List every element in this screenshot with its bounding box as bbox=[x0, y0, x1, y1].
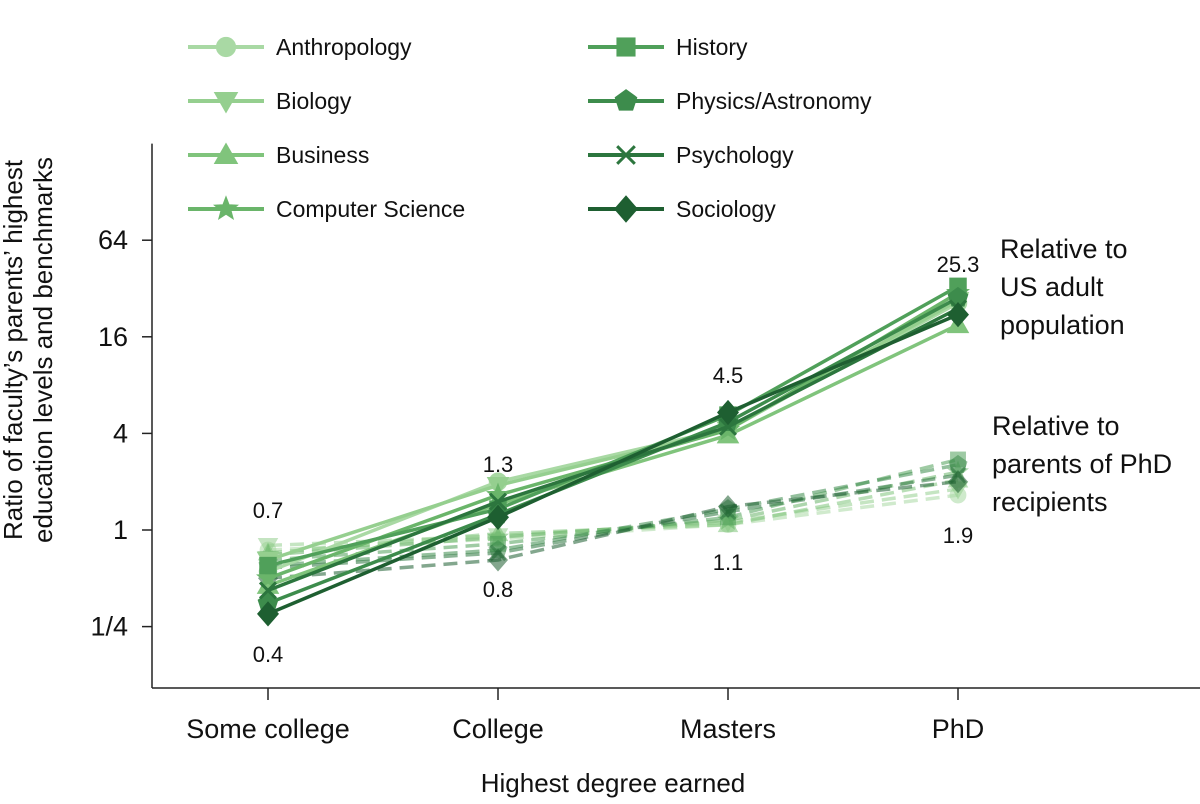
y-axis-title-line: Ratio of faculty’s parents’ highest bbox=[0, 159, 28, 540]
phd-parents-line-6 bbox=[267, 473, 959, 570]
legend-marker-2 bbox=[213, 142, 239, 164]
us-adult-point-6-2 bbox=[718, 417, 738, 436]
x-tick-label: Some college bbox=[186, 714, 350, 744]
legend-marker-7 bbox=[614, 195, 638, 223]
us-adult-point-3-1 bbox=[486, 482, 510, 506]
us-adult-point-3-0 bbox=[256, 565, 280, 589]
legend-label: Anthropology bbox=[276, 34, 412, 60]
phd-parents-point-7-3 bbox=[948, 470, 968, 494]
value-label: 0.4 bbox=[253, 642, 284, 667]
legend-marker-6 bbox=[616, 145, 636, 165]
legend-label: Sociology bbox=[676, 196, 776, 222]
value-label: 4.5 bbox=[713, 363, 744, 388]
legend-label: Biology bbox=[276, 88, 352, 114]
us-adult-point-7-1 bbox=[487, 504, 509, 530]
annotation-phd-parents: recipients bbox=[992, 487, 1108, 517]
legend-marker-4 bbox=[616, 37, 636, 57]
value-label: 1.1 bbox=[713, 550, 744, 575]
us-adult-line-3 bbox=[267, 291, 959, 580]
x-tick-label: Masters bbox=[680, 714, 776, 744]
group-annotations: Relative to US adult population Relative to… bbox=[992, 234, 1172, 517]
phd-parents-series-group bbox=[257, 451, 969, 590]
value-label: 0.8 bbox=[483, 577, 514, 602]
y-axis-title-line: education levels and benchmarks bbox=[28, 157, 58, 543]
y-tick-label: 1 bbox=[113, 515, 128, 545]
phd-parents-point-7-2 bbox=[718, 495, 738, 519]
us-adult-line-7 bbox=[267, 312, 959, 616]
annotation-phd-parents: Relative to bbox=[992, 411, 1120, 441]
us-adult-point-6-0 bbox=[258, 581, 278, 600]
y-tick-label: 1/4 bbox=[90, 612, 128, 642]
annotation-us-adult: Relative to bbox=[1000, 234, 1128, 264]
us-adult-point-7-0 bbox=[257, 601, 279, 627]
value-label: 0.7 bbox=[253, 498, 284, 523]
phd-parents-line-7 bbox=[267, 479, 959, 581]
phd-parents-line-1 bbox=[267, 487, 959, 548]
us-adult-line-4 bbox=[267, 284, 959, 568]
annotation-us-adult: US adult bbox=[1000, 272, 1104, 302]
legend-marker-3 bbox=[213, 195, 239, 220]
legend-label: Psychology bbox=[676, 142, 794, 168]
legend-label: Physics/Astronomy bbox=[676, 88, 872, 114]
axes: 1/4 1 4 16 64 Some college College Masters PhD Hi… bbox=[0, 143, 1200, 798]
legend-label: Business bbox=[276, 142, 369, 168]
phd-parents-line-4 bbox=[267, 457, 959, 562]
legend-label: History bbox=[676, 34, 748, 60]
us-adult-point-7-2 bbox=[717, 399, 739, 426]
x-tick-label: College bbox=[452, 714, 544, 744]
annotation-phd-parents: parents of PhD bbox=[992, 449, 1172, 479]
y-tick-label: 16 bbox=[98, 322, 128, 352]
value-label: 25.3 bbox=[937, 252, 980, 277]
y-tick-label: 4 bbox=[113, 418, 128, 448]
y-tick-label: 64 bbox=[98, 225, 128, 255]
legend-label: Computer Science bbox=[276, 196, 465, 222]
x-tick-label: PhD bbox=[932, 714, 985, 744]
us-adult-line-1 bbox=[267, 298, 959, 562]
value-labels: 0.4 1.3 4.5 25.3 0.7 0.8 1.1 1.9 bbox=[253, 252, 980, 667]
value-label: 1.3 bbox=[483, 452, 514, 477]
value-label: 1.9 bbox=[943, 523, 974, 548]
us-adult-point-7-3 bbox=[947, 301, 969, 328]
legend-marker-1 bbox=[213, 92, 239, 114]
us-adult-series-group bbox=[256, 277, 970, 627]
legend-marker-0 bbox=[215, 36, 237, 58]
us-adult-point-6-1 bbox=[488, 492, 508, 511]
legend-marker-5 bbox=[614, 89, 638, 111]
us-adult-point-4-0 bbox=[259, 556, 277, 575]
annotation-us-adult: population bbox=[1000, 310, 1125, 340]
us-adult-line-5 bbox=[267, 296, 959, 605]
x-axis-title: Highest degree earned bbox=[481, 768, 746, 798]
phd-parents-point-7-1 bbox=[488, 548, 508, 572]
legend: Anthropology Biology Business Computer Scie… bbox=[188, 34, 872, 223]
